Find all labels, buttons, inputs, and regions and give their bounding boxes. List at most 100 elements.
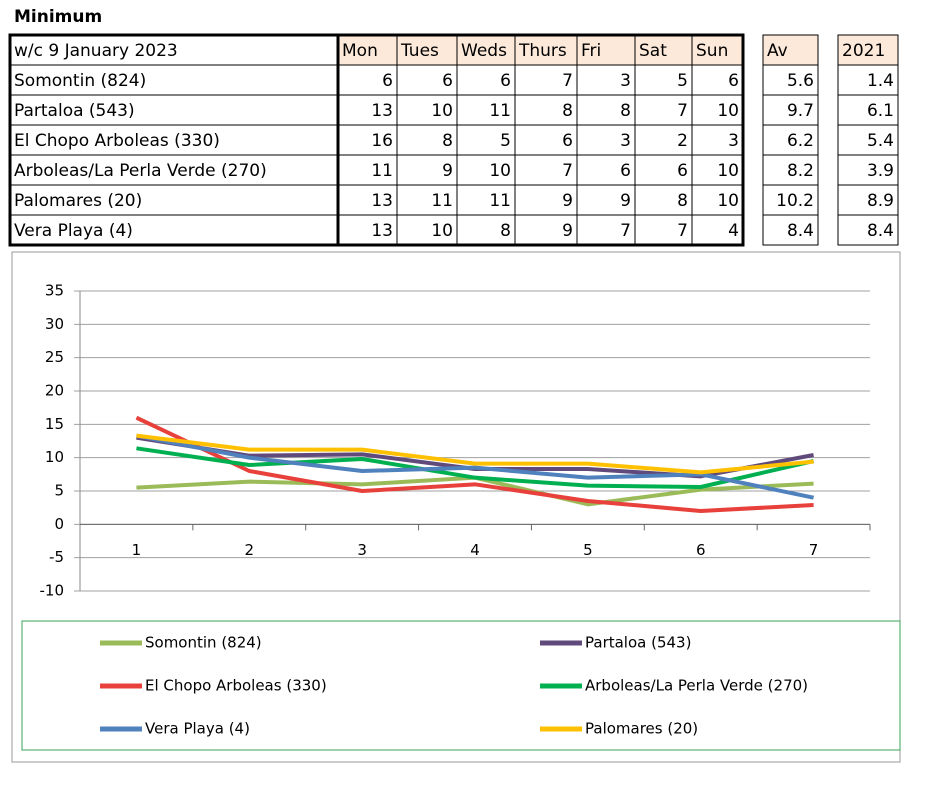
y-tick-label: 15 (45, 415, 64, 433)
cell (634, 214, 693, 246)
cell-label: Arboleas/La Perla Verde (270) (14, 161, 267, 181)
cell-label: 2021 (842, 41, 885, 61)
cell-value: 6 (620, 161, 631, 181)
cell (837, 124, 899, 156)
cell (634, 94, 693, 126)
cell (837, 214, 899, 246)
cell-label: Partaloa (543) (14, 101, 135, 121)
cell (576, 184, 636, 216)
cell-label: Sat (639, 41, 667, 61)
cell-value: 7 (677, 101, 688, 121)
cell (762, 154, 819, 186)
cell-label: Palomares (20) (14, 191, 142, 211)
legend-label: Vera Playa (4) (145, 720, 250, 738)
cell (576, 214, 636, 246)
cell (762, 124, 819, 156)
cell-value: 5.4 (867, 131, 894, 151)
cell-value: 16 (371, 131, 393, 151)
y-tick-label: -10 (40, 582, 65, 600)
x-tick-label: 7 (809, 541, 819, 559)
cell-value: 8 (620, 101, 631, 121)
cell-value: 10.2 (776, 191, 814, 211)
cell (634, 124, 693, 156)
cell-value: 7 (620, 221, 631, 241)
cell (837, 94, 899, 126)
cell-value: 8.2 (787, 161, 814, 181)
cell-value: 6 (562, 131, 573, 151)
cell-value: 6 (382, 71, 393, 91)
cell-label: w/c 9 January 2023 (14, 41, 178, 61)
cell (456, 184, 516, 216)
cell (396, 94, 458, 126)
cell-value: 8.4 (867, 221, 894, 241)
cell (337, 34, 398, 66)
legend-label: Palomares (20) (585, 720, 698, 738)
cell (514, 154, 578, 186)
cell-value: 1.4 (867, 71, 894, 91)
cell-value: 11 (431, 191, 453, 211)
y-tick-label: 5 (54, 482, 64, 500)
cell (456, 214, 516, 246)
cell (634, 154, 693, 186)
cell-value: 5 (677, 71, 688, 91)
cell (576, 34, 636, 66)
cell-value: 5.6 (787, 71, 814, 91)
cell-value: 7 (562, 71, 573, 91)
cell-value: 8 (562, 101, 573, 121)
cell (337, 64, 398, 96)
cell-value: 9 (620, 191, 631, 211)
legend-label: Arboleas/La Perla Verde (270) (585, 677, 808, 695)
cell-label: Thurs (518, 41, 567, 61)
legend-label: El Chopo Arboleas (330) (145, 677, 327, 695)
y-tick-label: 35 (45, 282, 64, 300)
cell-value: 6 (677, 161, 688, 181)
cell-value: 11 (489, 101, 511, 121)
cell-value: 3 (620, 131, 631, 151)
cell-label: Av (767, 41, 788, 61)
cell-label: Vera Playa (4) (14, 221, 133, 241)
cell-value: 8.4 (787, 221, 814, 241)
cell-value: 8 (500, 221, 511, 241)
cell (762, 214, 819, 246)
y-tick-label: 10 (45, 448, 64, 466)
y-tick-label: 30 (45, 315, 64, 333)
cell-value: 8 (442, 131, 453, 151)
cell (762, 64, 819, 96)
y-tick-label: 20 (45, 382, 64, 400)
cell (9, 94, 339, 126)
cell (837, 154, 899, 186)
x-tick-label: 6 (696, 541, 706, 559)
legend (21, 620, 901, 751)
cell (576, 64, 636, 96)
cell (514, 184, 578, 216)
cell-value: 5 (500, 131, 511, 151)
cell (456, 64, 516, 96)
cell (691, 64, 744, 96)
cell-value: 10 (717, 191, 739, 211)
cell-value: 9.7 (787, 101, 814, 121)
cell (691, 94, 744, 126)
x-tick-label: 3 (357, 541, 367, 559)
cell (691, 154, 744, 186)
cell-value: 2 (677, 131, 688, 151)
x-tick-label: 4 (470, 541, 480, 559)
y-tick-label: 25 (45, 348, 64, 366)
cell (396, 184, 458, 216)
cell-value: 9 (562, 221, 573, 241)
legend-label: Partaloa (543) (585, 634, 691, 652)
cell (634, 64, 693, 96)
y-tick-label: -5 (49, 548, 64, 566)
cell-value: 7 (677, 221, 688, 241)
series-line (136, 446, 815, 489)
cell (837, 64, 899, 96)
cell-value: 8.9 (867, 191, 894, 211)
cell-value: 3 (728, 131, 739, 151)
cell (337, 154, 398, 186)
cell-value: 3.9 (867, 161, 894, 181)
cell-value: 13 (371, 221, 393, 241)
cell (837, 34, 899, 66)
chart-area (11, 251, 901, 763)
cell (9, 184, 339, 216)
cell-label: Fri (581, 41, 601, 61)
cell (9, 34, 339, 66)
